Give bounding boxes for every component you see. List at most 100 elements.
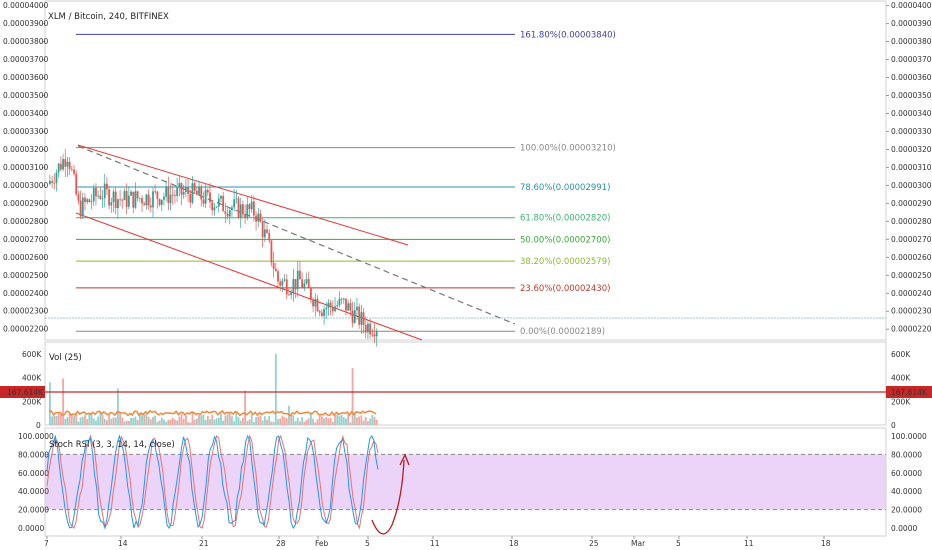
candle-body bbox=[204, 189, 207, 204]
volume-bar bbox=[62, 378, 64, 425]
volume-bar bbox=[81, 416, 84, 425]
volume-bar bbox=[331, 421, 334, 425]
candle-body bbox=[228, 210, 231, 217]
volume-bar bbox=[261, 420, 264, 425]
price-label-left: 0.00002900 bbox=[3, 199, 49, 208]
candle-body bbox=[270, 240, 273, 263]
candle-body bbox=[202, 199, 205, 204]
volume-bar bbox=[206, 415, 209, 425]
volume-bar bbox=[202, 414, 205, 425]
volume-bar bbox=[130, 417, 132, 425]
volume-bar bbox=[296, 417, 299, 425]
volume-bar bbox=[73, 415, 75, 425]
stoch-axis-label-right: 40.0000 bbox=[891, 487, 922, 496]
fib-label: 50.00%(0.00002700) bbox=[520, 235, 610, 245]
candle-body bbox=[268, 232, 271, 241]
fib-label: 38.20%(0.00002579) bbox=[520, 257, 610, 267]
volume-badge-left bbox=[0, 386, 45, 398]
candle-body bbox=[127, 195, 130, 207]
volume-bar bbox=[228, 412, 231, 425]
candle-body bbox=[257, 213, 260, 222]
volume-bar bbox=[215, 418, 218, 425]
volume-bar bbox=[149, 419, 152, 425]
volume-bar bbox=[362, 420, 365, 425]
candle-body bbox=[316, 298, 319, 312]
volume-bar bbox=[180, 413, 183, 425]
volume-bar bbox=[336, 414, 339, 425]
candle-body bbox=[97, 195, 100, 197]
stoch-axis-label-left: 80.0000 bbox=[18, 450, 49, 459]
volume-bar bbox=[187, 422, 189, 425]
candle-body bbox=[231, 207, 233, 211]
date-label: 18 bbox=[821, 539, 831, 548]
volume-bar bbox=[255, 417, 257, 425]
volume-bar bbox=[169, 419, 172, 425]
volume-bar bbox=[252, 422, 255, 425]
candle-body bbox=[299, 270, 301, 280]
volume-bar bbox=[272, 421, 275, 425]
candle-body bbox=[233, 199, 236, 208]
volume-bar bbox=[325, 416, 328, 425]
candle-body bbox=[77, 194, 80, 201]
candle-body bbox=[336, 305, 339, 307]
candle-body bbox=[108, 189, 111, 206]
volume-bar bbox=[154, 415, 157, 425]
volume-bar bbox=[59, 414, 62, 425]
fib-label: 161.80%(0.00003840) bbox=[520, 30, 616, 40]
volume-bar bbox=[349, 422, 352, 425]
fib-label: 23.60%(0.00002430) bbox=[520, 284, 610, 294]
fib-label: 0.00%(0.00002189) bbox=[520, 327, 605, 337]
candle-body bbox=[242, 204, 244, 215]
volume-bar bbox=[132, 418, 135, 425]
volume-bar bbox=[279, 418, 282, 425]
candle-body bbox=[261, 221, 264, 238]
volume-bar bbox=[244, 390, 247, 425]
candle-body bbox=[349, 303, 352, 311]
candle-body bbox=[314, 298, 317, 307]
price-label-right: 0.00003000 bbox=[891, 181, 932, 190]
volume-axis-label-right: 400K bbox=[891, 374, 911, 383]
volume-bar bbox=[138, 412, 141, 425]
candle-body bbox=[226, 213, 229, 217]
volume-bar bbox=[347, 414, 350, 425]
volume-bar bbox=[108, 414, 111, 425]
volume-axis-label-right: 0 bbox=[891, 421, 896, 430]
candle-body bbox=[90, 201, 93, 203]
volume-bar bbox=[191, 412, 194, 425]
volume-bar bbox=[356, 417, 358, 425]
candle-body bbox=[160, 199, 163, 205]
candle-body bbox=[158, 199, 161, 205]
volume-bar bbox=[373, 416, 376, 425]
candle-body bbox=[263, 229, 266, 238]
stoch-axis-label-left: 100.0000 bbox=[18, 432, 54, 441]
candle-body bbox=[235, 198, 238, 200]
volume-bar bbox=[92, 418, 95, 425]
volume-bar bbox=[342, 417, 345, 425]
candle-body bbox=[213, 207, 216, 211]
candle-body bbox=[255, 215, 257, 222]
volume-bar bbox=[209, 419, 211, 425]
candle-body bbox=[180, 183, 183, 195]
candle-body bbox=[81, 197, 84, 217]
price-label-left: 0.00003000 bbox=[3, 181, 49, 190]
candle-body bbox=[86, 199, 89, 203]
candle-body bbox=[75, 173, 78, 195]
volume-bar bbox=[316, 419, 319, 425]
volume-pane-label: Vol (25) bbox=[49, 345, 82, 364]
volume-bar bbox=[305, 419, 308, 425]
volume-bar bbox=[200, 415, 203, 425]
stoch-axis-label-left: 0.0000 bbox=[18, 524, 44, 533]
candle-body bbox=[99, 195, 102, 199]
volume-bar bbox=[163, 419, 165, 425]
candle-body bbox=[248, 204, 251, 210]
candle-body bbox=[281, 280, 284, 286]
candle-body bbox=[51, 180, 53, 183]
candle-body bbox=[187, 187, 189, 194]
volume-badge-left-text: 167.614K bbox=[7, 388, 44, 397]
candle-body bbox=[327, 302, 330, 308]
date-label: 5 bbox=[676, 539, 681, 548]
candle-body bbox=[103, 183, 106, 199]
volume-bar bbox=[312, 418, 314, 425]
candle-body bbox=[250, 201, 253, 210]
volume-bar bbox=[84, 415, 86, 425]
